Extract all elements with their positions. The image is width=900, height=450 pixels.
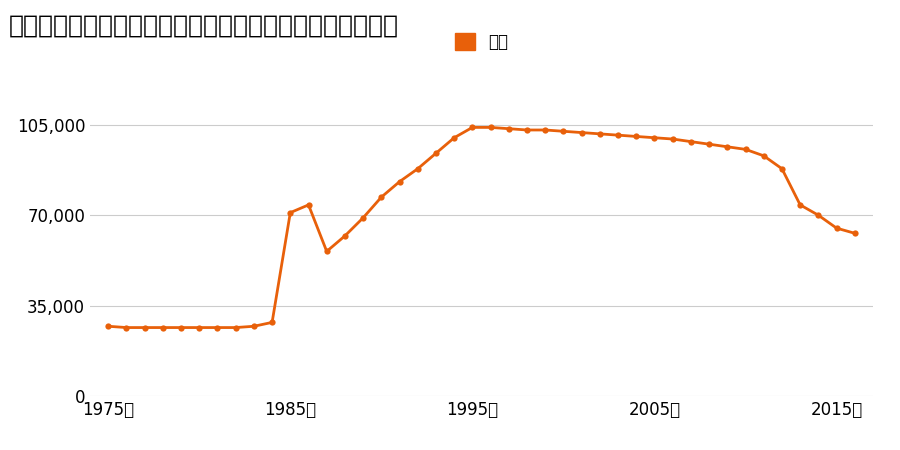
Text: 岐阜県高山市森下町１丁目２３２番２ほか１筆の地価推移: 岐阜県高山市森下町１丁目２３２番２ほか１筆の地価推移 <box>9 14 399 37</box>
Legend: 価格: 価格 <box>454 33 508 51</box>
